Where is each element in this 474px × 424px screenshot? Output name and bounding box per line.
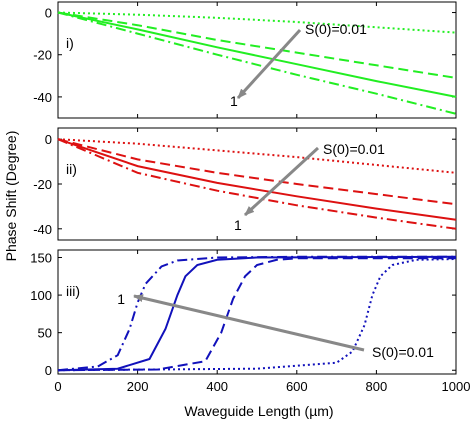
series-line-dashdot (57, 138, 457, 230)
y-tick-label: 100 (30, 288, 52, 303)
panel-3: 0 200 400 600 800 1000 0 50 100 150 iii) 1 S(0)=0.01 (30, 249, 471, 394)
y-tick-label: 150 (30, 251, 52, 266)
x-tick-label: 1000 (442, 379, 471, 394)
trend-arrow (243, 146, 320, 217)
y-tick-label: -40 (33, 90, 52, 105)
series-line-dashed (57, 257, 456, 372)
series-line-solid (57, 255, 457, 372)
series-line-dashed (57, 138, 457, 206)
annotation-start-value: S(0)=0.01 (372, 344, 434, 360)
x-tick-label: 400 (206, 379, 228, 394)
series-line-dashed (57, 11, 457, 79)
panel-2: 0 -20 -40 ii) S(0)=0.01 1 (33, 127, 457, 241)
annotation-end-value: 1 (234, 217, 242, 233)
annotation-start-value: S(0)=0.01 (323, 141, 385, 157)
panel-label: ii) (66, 161, 77, 177)
x-tick-label: 800 (366, 379, 388, 394)
series-line-dotted (57, 138, 457, 174)
y-tick-label: 0 (45, 363, 52, 378)
y-tick-label: 0 (45, 6, 52, 21)
plot-frame (57, 127, 457, 241)
panel-label: iii) (66, 283, 80, 299)
series-line-dotted (57, 11, 457, 34)
y-tick-label: 50 (38, 326, 52, 341)
annotation-end-value: 1 (230, 93, 238, 109)
panel-1: 0 -20 -40 i) S(0)=0.01 1 (33, 1, 457, 119)
x-tick-label: 0 (54, 379, 61, 394)
y-tick-label: 0 (45, 132, 52, 147)
plot-frame (57, 249, 457, 375)
y-tick-label: -40 (33, 222, 52, 237)
series-line-dashdot (57, 11, 457, 115)
y-tick-label: -20 (33, 177, 52, 192)
x-tick-label: 600 (286, 379, 308, 394)
x-tick-label: 200 (127, 379, 149, 394)
trend-arrow (236, 28, 302, 100)
plot-frame (57, 1, 457, 119)
annotation-start-value: S(0)=0.01 (305, 21, 367, 37)
y-tick-label: -20 (33, 48, 52, 63)
annotation-end-value: 1 (117, 291, 125, 307)
panels: 0-20-40i)S(0)=0.0110-20-40ii)S(0)=0.0110… (30, 1, 471, 394)
series-line-solid (57, 138, 457, 221)
series-line-solid (57, 11, 457, 98)
y-axis-label: Phase Shift (Degree) (3, 131, 19, 262)
panel-label: i) (66, 35, 74, 51)
trend-arrow (133, 294, 365, 352)
x-axis-label: Waveguide Length (µm) (184, 403, 333, 419)
